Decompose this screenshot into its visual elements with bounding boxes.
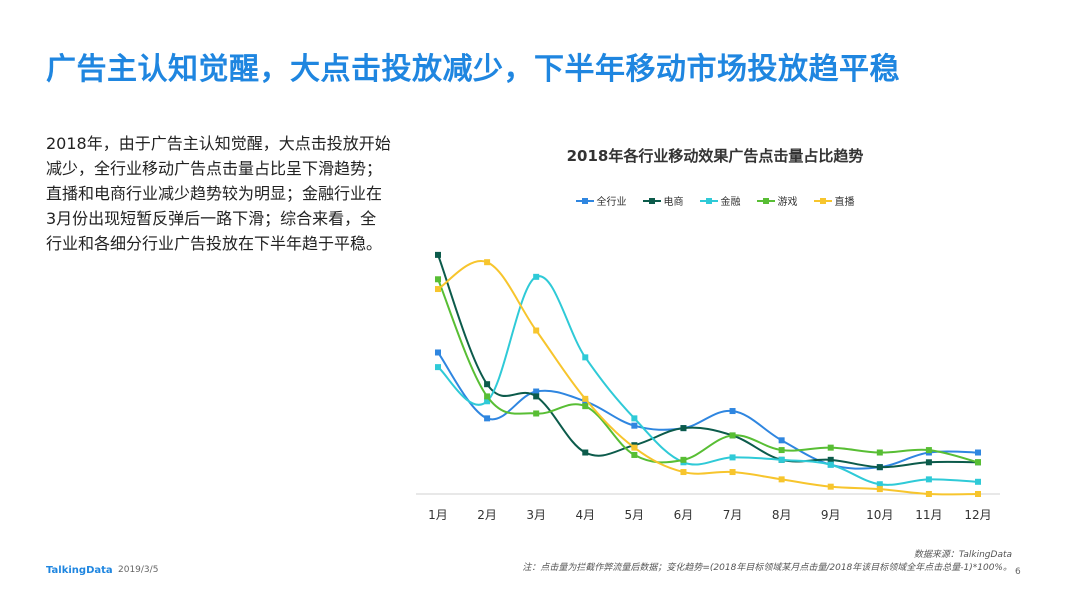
legend-label: 电商 xyxy=(663,197,684,208)
series-line-1 xyxy=(437,254,979,469)
data-point[interactable] xyxy=(729,469,736,476)
x-tick-label: 7月 xyxy=(723,508,743,522)
data-point[interactable] xyxy=(778,456,785,463)
series-line-4 xyxy=(437,260,979,496)
legend-item-live[interactable]: 直播 xyxy=(813,193,855,208)
data-point[interactable] xyxy=(729,454,736,461)
data-point[interactable] xyxy=(484,259,491,266)
legend-swatch xyxy=(699,197,718,204)
x-tick-label: 2月 xyxy=(477,508,497,522)
line-chart: 1月 2月 3月 4月 5月 6月 7月 8月 9月 10月 11月 12月 xyxy=(416,251,1000,522)
summary-paragraph: 2018年，由于广告主认知觉醒，大点击投放开始减少，全行业移动广告点击量占比呈下… xyxy=(46,134,391,253)
data-point[interactable] xyxy=(778,437,785,444)
chart-title: 2018年各行业移动效果广告点击量占比趋势 xyxy=(566,147,864,165)
data-point[interactable] xyxy=(680,425,687,432)
page-number: 6 xyxy=(1015,567,1021,577)
legend-swatch xyxy=(813,197,832,204)
data-point[interactable] xyxy=(582,449,589,456)
legend-item-all[interactable]: 全行业 xyxy=(575,193,627,208)
legend-item-finance[interactable]: 金融 xyxy=(699,193,741,208)
x-tick-label: 3月 xyxy=(526,508,546,522)
data-point[interactable] xyxy=(729,408,736,415)
x-tick-label: 12月 xyxy=(964,508,991,522)
page-title: 广告主认知觉醒，大点击投放减少，下半年移动市场投放趋平稳 xyxy=(46,52,900,87)
data-point[interactable] xyxy=(533,388,540,395)
data-point[interactable] xyxy=(631,451,638,458)
legend-swatch xyxy=(642,197,661,204)
x-tick-label: 11月 xyxy=(915,508,942,522)
data-point[interactable] xyxy=(975,449,981,456)
legend-item-games[interactable]: 游戏 xyxy=(756,193,798,208)
data-point[interactable] xyxy=(435,251,441,258)
data-point[interactable] xyxy=(435,349,441,356)
data-point[interactable] xyxy=(582,403,589,410)
data-source: 数据来源：TalkingData xyxy=(913,550,1012,560)
data-point[interactable] xyxy=(827,483,834,490)
chart-note: 注：点击量为拦截作弊流量后数据；变化趋势=(2018年目标领域某月点击量/201… xyxy=(522,563,1012,573)
data-point[interactable] xyxy=(925,447,932,454)
data-point[interactable] xyxy=(778,476,785,483)
x-tick-label: 1月 xyxy=(428,508,448,522)
legend-label: 直播 xyxy=(834,197,855,208)
data-point[interactable] xyxy=(582,395,589,402)
series-line-3 xyxy=(437,278,979,464)
brand-logo: TalkingData xyxy=(46,565,113,576)
data-point[interactable] xyxy=(975,491,981,497)
data-point[interactable] xyxy=(533,327,540,334)
data-point[interactable] xyxy=(484,381,491,388)
data-point[interactable] xyxy=(533,410,540,417)
x-tick-label: 10月 xyxy=(866,508,893,522)
data-point[interactable] xyxy=(827,456,834,463)
data-point[interactable] xyxy=(484,415,491,422)
data-point[interactable] xyxy=(680,469,687,476)
data-point[interactable] xyxy=(876,449,883,456)
data-point[interactable] xyxy=(975,459,981,466)
x-tick-label: 8月 xyxy=(772,508,792,522)
footer-date: 2019/3/5 xyxy=(118,565,159,575)
data-point[interactable] xyxy=(975,478,981,485)
data-point[interactable] xyxy=(435,286,441,293)
data-point[interactable] xyxy=(827,461,834,468)
data-point[interactable] xyxy=(631,422,638,429)
data-point[interactable] xyxy=(876,486,883,493)
data-point[interactable] xyxy=(631,415,638,422)
x-tick-label: 6月 xyxy=(674,508,694,522)
legend-label: 游戏 xyxy=(777,197,798,208)
data-point[interactable] xyxy=(876,464,883,471)
data-point[interactable] xyxy=(435,364,441,371)
legend-swatch xyxy=(756,197,775,204)
legend-item-ecommerce[interactable]: 电商 xyxy=(642,193,684,208)
data-point[interactable] xyxy=(631,444,638,451)
series-line-2 xyxy=(437,275,979,486)
data-point[interactable] xyxy=(680,456,687,463)
data-point[interactable] xyxy=(435,276,441,283)
data-point[interactable] xyxy=(729,432,736,439)
data-point[interactable] xyxy=(925,459,932,466)
data-point[interactable] xyxy=(484,393,491,400)
legend-label: 金融 xyxy=(720,197,741,208)
data-point[interactable] xyxy=(484,398,491,405)
data-point[interactable] xyxy=(925,476,932,483)
chart-legend: 全行业 电商 金融 游戏 直播 xyxy=(430,193,1000,208)
data-point[interactable] xyxy=(827,444,834,451)
data-point[interactable] xyxy=(925,491,932,497)
x-tick-label: 4月 xyxy=(575,508,595,522)
data-point[interactable] xyxy=(533,393,540,400)
x-tick-label: 9月 xyxy=(821,508,841,522)
legend-swatch xyxy=(575,197,594,204)
data-point[interactable] xyxy=(582,354,589,361)
data-point[interactable] xyxy=(876,481,883,488)
x-tick-label: 5月 xyxy=(625,508,645,522)
legend-label: 全行业 xyxy=(596,197,627,208)
data-point[interactable] xyxy=(533,273,540,280)
data-point[interactable] xyxy=(778,447,785,454)
